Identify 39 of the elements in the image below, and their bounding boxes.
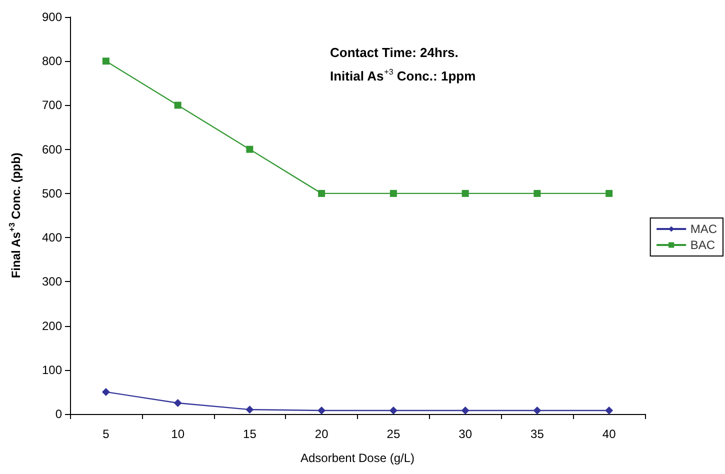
point [174,102,182,109]
annotation: Contact Time: 24hrs. [330,45,458,60]
point [462,190,469,197]
point [605,406,614,414]
y-tick-label: 500 [42,186,62,200]
legend-label: MAC [690,222,718,236]
y-tick-label: 200 [42,318,62,333]
point [606,190,613,197]
point [390,190,397,197]
point [102,388,110,396]
point [174,398,182,407]
point [461,406,470,414]
point [318,190,326,197]
x-axis-title: Adsorbent Dose (g/L) [300,451,415,465]
point [534,190,541,197]
legend-label: BAC [690,238,716,252]
y-axis-title: Final As+3 Conc. (ppb) [8,152,23,278]
x-tick-label: 30 [458,427,472,441]
x-tick-label: 10 [171,427,185,441]
x-tick-label: 25 [386,427,400,441]
point [533,406,542,414]
x-tick-label: 15 [243,427,257,441]
y-tick-label: 600 [42,142,62,156]
point [246,146,254,153]
x-tick-label: 35 [530,427,544,441]
y-tick-label: 300 [42,274,62,289]
y-tick-label: 400 [42,230,62,245]
y-tick-label: 900 [42,10,62,24]
point [389,406,398,414]
y-tick-label: 0 [55,407,62,421]
point [102,58,110,65]
point [318,406,326,414]
x-tick-label: 5 [102,427,110,441]
x-tick-label: 40 [602,427,616,441]
y-tick-label: 800 [42,54,62,68]
y-tick-label: 100 [42,362,62,377]
x-tick-label: 20 [314,427,329,441]
y-tick-label: 700 [42,98,62,112]
point [246,406,254,414]
